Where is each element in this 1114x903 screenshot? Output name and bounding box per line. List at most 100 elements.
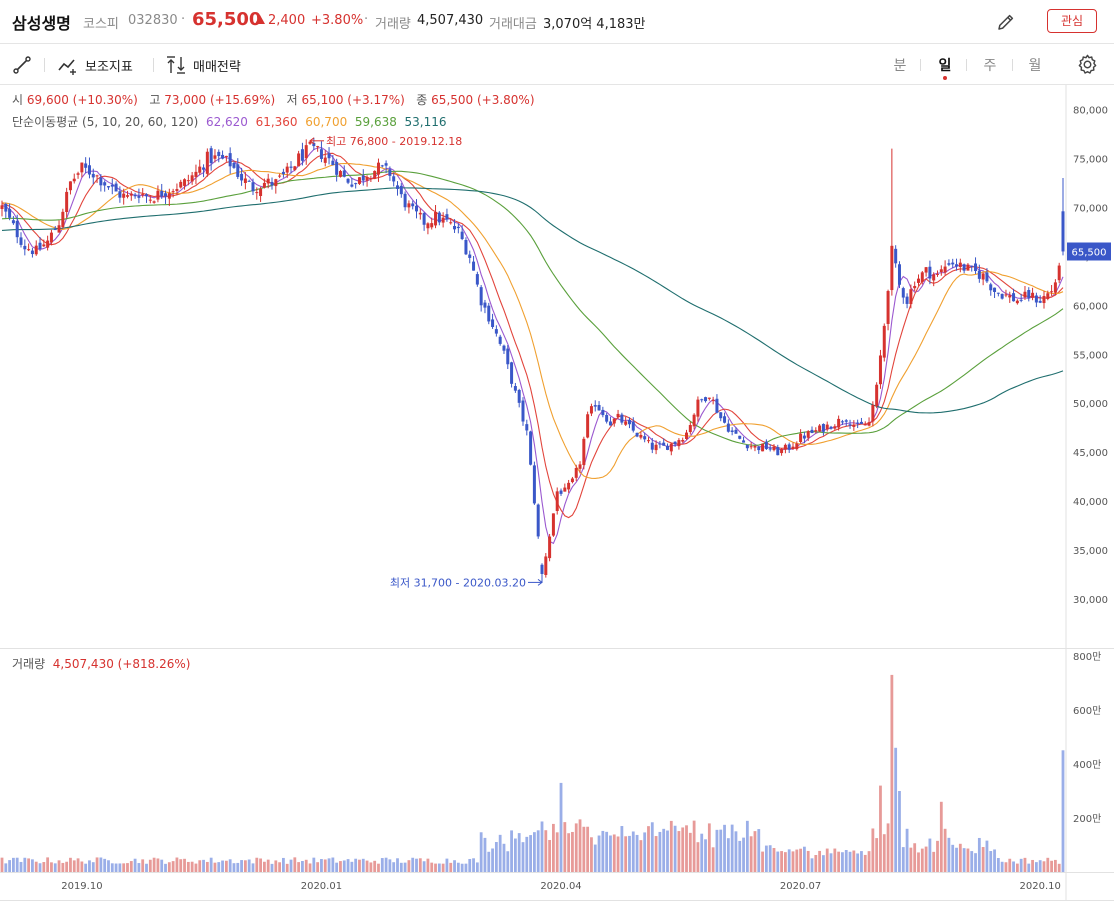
volume-bar (833, 848, 837, 872)
volume-bar (525, 836, 529, 872)
volume-bar (278, 862, 282, 872)
favorite-button[interactable]: 관심 (1047, 9, 1097, 33)
volume-bar (453, 860, 456, 872)
volume-bar (1023, 857, 1027, 872)
candle-body (783, 444, 787, 450)
volume-bar (841, 852, 844, 872)
line-draw-icon[interactable] (11, 54, 33, 76)
candle-body (141, 194, 145, 196)
candle-body (0, 205, 4, 209)
volume-bar (879, 785, 882, 872)
period-day-tab[interactable]: 일 (938, 58, 952, 74)
volume-bar (137, 863, 141, 872)
volume-bar (970, 851, 974, 872)
volume-bar (243, 860, 247, 872)
volume-bar (293, 857, 297, 872)
volume-bar (1057, 863, 1061, 872)
volume-bar (342, 860, 346, 872)
candle-body (266, 178, 270, 184)
candle-body (350, 184, 354, 187)
volume-bar (69, 857, 72, 872)
volume-bar (650, 822, 654, 872)
volume-bar (426, 858, 430, 872)
candle-body (943, 266, 947, 273)
indicator-button[interactable]: 보조지표 (57, 54, 133, 76)
candle-body (677, 440, 681, 447)
candle-body (106, 186, 110, 188)
volume-bar (312, 857, 316, 872)
volume-bar (510, 830, 513, 872)
volume-bar (734, 831, 738, 872)
volume-bar (669, 820, 673, 872)
candle-body (198, 166, 202, 173)
candle-body (802, 435, 806, 439)
candle-body (977, 270, 981, 279)
gear-icon[interactable] (1076, 53, 1099, 76)
volume-tick-label: 800만 (1073, 651, 1101, 663)
low-label: 저 (286, 93, 298, 107)
volume-bar (1050, 860, 1053, 872)
candle-body (57, 225, 61, 233)
candle-body (631, 421, 635, 431)
candle-body (437, 212, 441, 223)
volume-bar (407, 860, 411, 872)
volume-bar (1027, 863, 1031, 872)
volume-bar (282, 857, 285, 872)
candle-body (829, 426, 833, 429)
volume-bar (985, 840, 989, 872)
candle-body (886, 291, 890, 324)
period-month-tab[interactable]: 월 (1028, 58, 1042, 74)
volume-bar (498, 834, 502, 872)
volume-bar (776, 851, 780, 872)
candle-body (357, 177, 361, 184)
strategy-button[interactable]: 매매전략 (165, 54, 241, 76)
pencil-icon[interactable] (995, 11, 1017, 33)
volume-bar (898, 791, 901, 872)
change-rate: +3.80% (311, 13, 364, 28)
volume-bar (445, 858, 449, 872)
candle-body (780, 449, 784, 454)
candle-body (278, 175, 282, 177)
candle-body (281, 171, 285, 175)
up-down-arrows-icon (167, 56, 185, 74)
candle-body (730, 430, 734, 432)
candle-body (517, 390, 521, 403)
candle-body (491, 319, 495, 327)
period-minute-tab[interactable]: 분 (893, 58, 907, 74)
candle-body (384, 163, 388, 166)
volume-bar (304, 859, 308, 872)
candle-body (878, 355, 882, 385)
volume-bar (818, 850, 822, 872)
volume-legend: 거래량 4,507,430 (+818.26%) (12, 655, 190, 672)
candle-body (42, 244, 46, 247)
candle-body (95, 175, 99, 177)
volume-bar (517, 833, 521, 872)
volume-bar (171, 861, 175, 872)
market-name: 코스피 (83, 17, 119, 32)
candle-body (403, 193, 407, 208)
toolbar-divider (44, 58, 45, 72)
candle-body (1034, 295, 1038, 303)
candle-body (460, 231, 464, 240)
volume-bar (768, 845, 772, 872)
candle-body (738, 435, 742, 439)
candle-body (513, 386, 517, 391)
period-week-tab[interactable]: 주 (983, 58, 997, 74)
candle-body (422, 213, 426, 225)
volume-bar (126, 863, 129, 872)
candle-body (27, 249, 31, 251)
volume-bar (578, 819, 582, 872)
volume-bar (487, 851, 491, 872)
volume-bar (563, 822, 567, 872)
volume-bar (31, 859, 34, 872)
volume-bar (358, 859, 361, 872)
candle-body (91, 173, 95, 178)
candle-body (209, 148, 213, 164)
volume-bar (783, 852, 787, 872)
volume-bar (354, 858, 358, 872)
price-tick-label: 60,000 (1073, 301, 1108, 312)
volume-bar (867, 851, 871, 872)
volume-bar (15, 857, 19, 872)
candle-body (955, 264, 959, 267)
